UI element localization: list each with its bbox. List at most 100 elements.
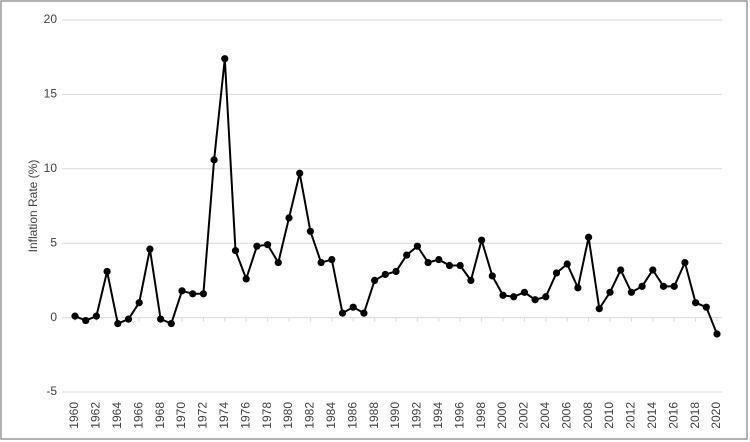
marker xyxy=(285,214,293,222)
x-tick-label: 1984 xyxy=(324,402,338,429)
marker xyxy=(606,288,614,296)
marker xyxy=(488,272,496,280)
x-tick-label: 2012 xyxy=(624,402,638,429)
marker xyxy=(349,303,357,311)
marker xyxy=(435,255,443,264)
x-tick-label: 1980 xyxy=(281,402,295,429)
marker xyxy=(681,258,689,267)
x-tick-label: 1970 xyxy=(174,402,188,429)
marker xyxy=(595,305,603,313)
marker xyxy=(445,261,454,270)
marker xyxy=(306,227,314,235)
marker xyxy=(424,258,432,267)
x-tick-label: 2000 xyxy=(495,402,509,429)
marker xyxy=(392,267,400,276)
y-tick-label: 5 xyxy=(50,235,57,249)
x-tick-label: 1978 xyxy=(260,402,274,429)
x-tick-label: 1994 xyxy=(431,402,445,429)
marker xyxy=(542,293,550,301)
marker xyxy=(253,242,261,250)
x-tick-label: 2016 xyxy=(666,402,680,429)
x-tick-label: 2020 xyxy=(709,402,723,429)
marker xyxy=(82,316,90,325)
marker xyxy=(71,312,79,320)
marker xyxy=(167,319,175,328)
x-tick-label: 2018 xyxy=(688,402,702,429)
x-tick-label: 2010 xyxy=(602,402,616,429)
marker xyxy=(296,169,304,177)
marker xyxy=(574,284,582,292)
marker xyxy=(103,267,111,276)
marker xyxy=(114,319,122,328)
marker xyxy=(371,276,379,284)
marker xyxy=(649,266,657,274)
x-tick-label: 1966 xyxy=(131,402,145,429)
x-tick-label: 1982 xyxy=(303,402,317,429)
marker xyxy=(617,266,625,274)
x-tick-label: 1960 xyxy=(67,402,81,429)
marker xyxy=(552,269,561,277)
marker xyxy=(520,288,529,296)
x-tick-label: 1974 xyxy=(217,402,231,429)
marker xyxy=(692,299,700,307)
marker xyxy=(478,236,486,244)
marker xyxy=(403,251,411,259)
marker xyxy=(338,309,347,317)
x-tick-label: 1992 xyxy=(410,402,424,429)
marker xyxy=(659,282,668,290)
x-tick-label: 1998 xyxy=(474,402,488,429)
y-tick-label: 0 xyxy=(50,310,57,324)
x-tick-label: 1988 xyxy=(367,402,381,429)
marker xyxy=(264,241,272,249)
x-tick-label: 2002 xyxy=(517,402,531,429)
marker xyxy=(231,247,240,255)
marker xyxy=(328,255,336,264)
marker xyxy=(638,282,646,290)
x-tick-label: 1996 xyxy=(452,402,466,429)
marker xyxy=(157,315,165,323)
marker xyxy=(360,309,368,317)
x-tick-label: 1976 xyxy=(238,402,252,429)
x-tick-label: 2014 xyxy=(645,402,659,429)
marker xyxy=(413,242,421,250)
marker xyxy=(381,270,389,279)
marker xyxy=(499,291,507,299)
x-tick-label: 1986 xyxy=(345,402,359,429)
marker xyxy=(510,293,518,301)
marker xyxy=(92,312,100,320)
x-tick-label: 1972 xyxy=(196,402,210,429)
marker xyxy=(135,299,143,307)
marker xyxy=(274,258,282,267)
marker xyxy=(199,290,207,298)
x-tick-label: 1990 xyxy=(388,402,402,429)
y-tick-label: -5 xyxy=(46,384,57,398)
x-tick-label: 2006 xyxy=(559,402,573,429)
marker xyxy=(210,156,218,164)
marker xyxy=(563,260,571,268)
x-tick-label: 2004 xyxy=(538,402,552,429)
y-axis-label: Inflation Rate (%) xyxy=(26,160,40,253)
marker xyxy=(221,55,229,63)
x-tick-label: 1968 xyxy=(153,402,167,429)
marker xyxy=(189,290,197,298)
marker xyxy=(178,287,186,295)
marker xyxy=(627,288,636,296)
y-tick-label: 10 xyxy=(44,161,58,175)
marker xyxy=(242,275,250,283)
marker xyxy=(531,296,539,304)
marker xyxy=(702,303,710,311)
y-tick-label: 20 xyxy=(44,12,58,26)
marker xyxy=(456,261,464,270)
x-tick-label: 2008 xyxy=(581,402,595,429)
marker xyxy=(585,233,593,241)
marker xyxy=(467,276,475,284)
marker xyxy=(317,258,325,267)
marker xyxy=(713,330,721,338)
y-tick-label: 15 xyxy=(44,87,58,101)
x-tick-label: 1964 xyxy=(110,402,124,429)
marker xyxy=(670,282,678,290)
x-tick-label: 1962 xyxy=(89,402,103,429)
marker xyxy=(146,245,154,253)
